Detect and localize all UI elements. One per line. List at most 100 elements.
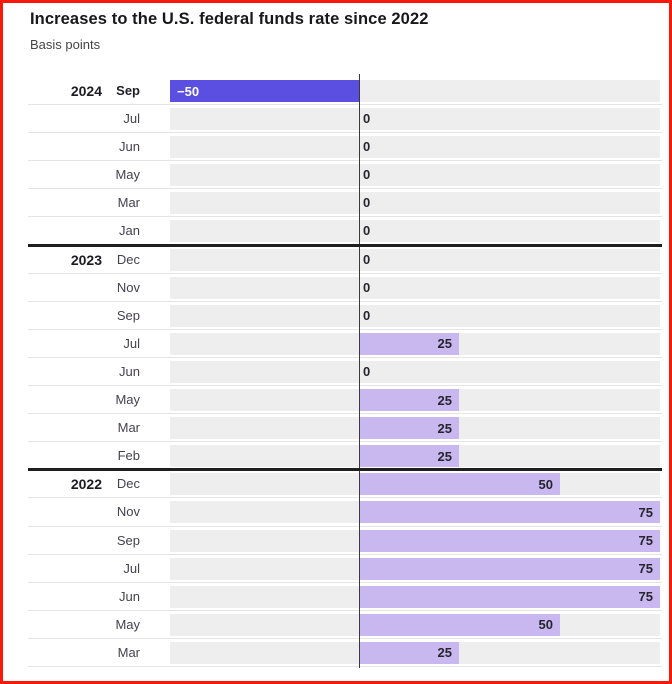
chart-title: Increases to the U.S. federal funds rate… bbox=[30, 10, 429, 28]
chart-row: Jul 0 bbox=[28, 105, 662, 134]
value-bar: 75 bbox=[359, 529, 660, 552]
zero-value-label: 0 bbox=[363, 139, 371, 155]
value-label: 50 bbox=[538, 476, 553, 492]
bar-track: 0 bbox=[170, 248, 660, 271]
month-label: Jun bbox=[119, 139, 140, 155]
chart-row: 2023 Dec 0 bbox=[28, 243, 662, 274]
chart-row: Jun 75 bbox=[28, 583, 662, 611]
year-label: 2023 bbox=[70, 251, 102, 268]
chart-row: Jun 0 bbox=[28, 358, 662, 387]
chart-row: 2024 Sep −50 bbox=[28, 77, 662, 106]
chart-row: Mar 25 bbox=[28, 639, 662, 668]
month-label: Dec bbox=[116, 251, 140, 267]
value-bar: 75 bbox=[359, 585, 660, 608]
month-label: Nov bbox=[116, 504, 140, 520]
value-bar: 50 bbox=[359, 473, 560, 496]
value-label: 25 bbox=[437, 336, 452, 352]
chart-row: May 0 bbox=[28, 161, 662, 190]
year-label: 2024 bbox=[70, 83, 102, 99]
zero-value-label: 0 bbox=[363, 195, 371, 211]
chart-row: Jan 0 bbox=[28, 217, 662, 246]
chart-row: May 25 bbox=[28, 386, 662, 415]
value-label: 25 bbox=[437, 420, 452, 436]
zero-value-label: 0 bbox=[363, 307, 371, 323]
chart-subtitle: Basis points bbox=[30, 37, 101, 52]
month-label: Feb bbox=[117, 448, 140, 464]
zero-value-label: 0 bbox=[363, 223, 371, 239]
value-bar: 25 bbox=[359, 332, 459, 355]
bar-track: 0 bbox=[170, 304, 660, 327]
bar-track: 75 bbox=[170, 585, 660, 608]
month-label: Mar bbox=[117, 420, 140, 436]
chart-row: Jul 75 bbox=[28, 555, 662, 583]
chart-row: Jun 0 bbox=[28, 133, 662, 162]
value-bar: 25 bbox=[359, 445, 459, 468]
bar-track: 0 bbox=[170, 220, 660, 243]
bar-track: 25 bbox=[170, 332, 660, 355]
bar-track: 0 bbox=[170, 360, 660, 383]
month-label: Jul bbox=[123, 111, 140, 127]
month-label: Sep bbox=[116, 307, 140, 323]
zero-axis-line bbox=[359, 74, 360, 668]
month-label: Nov bbox=[116, 279, 140, 295]
zero-value-label: 0 bbox=[363, 251, 371, 267]
month-label: May bbox=[115, 616, 140, 632]
zero-value-label: 0 bbox=[363, 363, 371, 379]
bar-track: 25 bbox=[170, 417, 660, 440]
month-label: Sep bbox=[116, 83, 140, 98]
month-label: May bbox=[115, 392, 140, 408]
month-label: Jul bbox=[123, 560, 140, 576]
value-label: 25 bbox=[437, 392, 452, 408]
month-label: Jun bbox=[119, 363, 140, 379]
bar-track: 0 bbox=[170, 164, 660, 187]
zero-value-label: 0 bbox=[363, 111, 371, 127]
chart-row: Mar 0 bbox=[28, 189, 662, 218]
value-label: 75 bbox=[638, 589, 653, 605]
month-label: Jan bbox=[119, 223, 140, 239]
bar-track: 25 bbox=[170, 445, 660, 468]
value-bar: 50 bbox=[359, 613, 560, 636]
value-label: 75 bbox=[638, 504, 653, 520]
value-bar: 25 bbox=[359, 641, 459, 664]
bar-track: 75 bbox=[170, 557, 660, 580]
bar-track: 50 bbox=[170, 613, 660, 636]
value-label: 25 bbox=[437, 645, 452, 661]
value-label: 75 bbox=[638, 561, 653, 577]
value-bar: 75 bbox=[359, 501, 660, 524]
value-bar: 25 bbox=[359, 389, 459, 412]
value-bar: 75 bbox=[359, 557, 660, 580]
bar-track: 0 bbox=[170, 108, 660, 131]
value-label: 50 bbox=[538, 617, 553, 633]
chart-row: 2022 Dec 50 bbox=[28, 468, 662, 499]
chart-row: Jul 25 bbox=[28, 330, 662, 359]
bar-track: 0 bbox=[170, 192, 660, 215]
value-label: 25 bbox=[437, 448, 452, 464]
bar-track: 25 bbox=[170, 389, 660, 412]
month-label: Sep bbox=[116, 532, 140, 548]
zero-value-label: 0 bbox=[363, 167, 371, 183]
bar-track: 0 bbox=[170, 276, 660, 299]
year-label: 2022 bbox=[70, 476, 102, 493]
value-label: 75 bbox=[638, 533, 653, 548]
bar-track: 50 bbox=[170, 473, 660, 496]
bar-track: 75 bbox=[170, 501, 660, 524]
value-bar: −50 bbox=[170, 80, 359, 102]
bar-track: 25 bbox=[170, 641, 660, 664]
bar-track: 75 bbox=[170, 529, 660, 552]
month-label: Dec bbox=[116, 476, 140, 492]
month-label: Mar bbox=[117, 195, 140, 211]
chart-row: Nov 75 bbox=[28, 498, 662, 527]
value-bar: 25 bbox=[359, 417, 459, 440]
value-label: −50 bbox=[177, 83, 200, 99]
zero-value-label: 0 bbox=[363, 279, 371, 295]
month-label: May bbox=[115, 167, 140, 183]
chart-row: Sep 0 bbox=[28, 302, 662, 330]
bar-track: 0 bbox=[170, 136, 660, 159]
chart-row: Sep 75 bbox=[28, 527, 662, 555]
month-label: Jun bbox=[119, 588, 140, 604]
chart-row: Nov 0 bbox=[28, 274, 662, 302]
chart-row: May 50 bbox=[28, 611, 662, 639]
month-label: Mar bbox=[117, 644, 140, 660]
bar-chart: 2024 Sep −50 Jul 0 Jun 0 May 0 bbox=[28, 74, 662, 668]
month-label: Jul bbox=[123, 335, 140, 351]
